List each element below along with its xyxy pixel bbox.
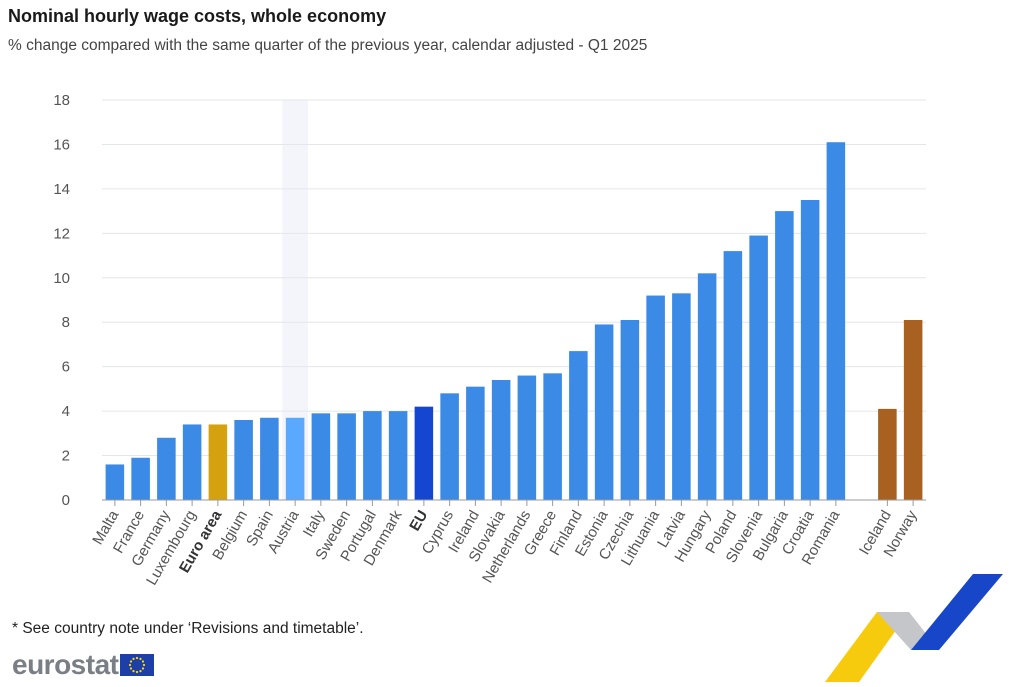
footnote: * See country note under ‘Revisions and … (12, 620, 364, 637)
bar-portugal[interactable] (363, 411, 382, 500)
chart-title: Nominal hourly wage costs, whole economy (8, 6, 387, 26)
bar-slovenia[interactable] (749, 235, 768, 501)
y-tick-label: 8 (62, 314, 70, 331)
bar-lithuania[interactable] (646, 295, 665, 500)
bar-czechia[interactable] (620, 320, 640, 500)
decorative-ribbon-graphic (825, 574, 1003, 682)
bar-norway[interactable] (903, 320, 923, 500)
bar-croatia[interactable] (800, 200, 820, 500)
bar-poland[interactable] (723, 251, 743, 500)
bar-slovakia[interactable] (491, 380, 511, 500)
bar-iceland[interactable] (878, 408, 897, 500)
y-tick-label: 10 (53, 270, 70, 287)
bars (105, 142, 923, 501)
bar-estonia[interactable] (594, 324, 614, 500)
bar-chart: 0 2 4 6 8 10 12 14 16 18 MaltaFranceGermanyLuxemb… (53, 92, 926, 588)
eurostat-logo[interactable]: eurostat (12, 649, 155, 680)
bar-euro-area[interactable] (208, 424, 228, 500)
bar-greece[interactable] (543, 373, 562, 500)
y-tick-label: 4 (62, 403, 70, 420)
bar-belgium[interactable] (234, 420, 253, 500)
bar-austria[interactable] (285, 417, 305, 500)
y-tick-label: 18 (53, 92, 70, 109)
bar-germany[interactable] (157, 437, 176, 500)
chart-subtitle: % change compared with the same quarter … (8, 37, 648, 54)
x-axis (102, 499, 926, 506)
bar-italy[interactable] (311, 413, 331, 500)
bar-romania[interactable] (826, 142, 846, 500)
bar-latvia[interactable] (672, 293, 691, 500)
y-tick-label: 16 (53, 136, 70, 153)
y-axis-ticks: 0 2 4 6 8 10 12 14 16 18 (53, 92, 70, 509)
bar-malta[interactable] (105, 464, 125, 500)
logo-text: eurostat (12, 649, 119, 680)
y-tick-label: 6 (62, 359, 70, 376)
y-tick-label: 12 (53, 225, 70, 242)
bar-finland[interactable] (569, 351, 588, 500)
bar-cyprus[interactable] (440, 393, 459, 500)
bar-hungary[interactable] (697, 273, 717, 500)
eu-flag-icon (120, 654, 155, 676)
bar-denmark[interactable] (388, 411, 408, 500)
bar-france[interactable] (131, 457, 150, 500)
bar-bulgaria[interactable] (775, 211, 794, 500)
bar-luxembourg[interactable] (182, 424, 202, 500)
y-tick-label: 0 (62, 492, 70, 509)
bar-sweden[interactable] (337, 413, 356, 500)
bar-eu[interactable] (414, 406, 434, 500)
bar-ireland[interactable] (466, 386, 485, 500)
x-category-label: EU (406, 508, 431, 535)
y-tick-label: 2 (62, 448, 70, 465)
bar-netherlands[interactable] (517, 375, 537, 500)
y-tick-label: 14 (53, 181, 70, 198)
bar-spain[interactable] (260, 417, 279, 500)
